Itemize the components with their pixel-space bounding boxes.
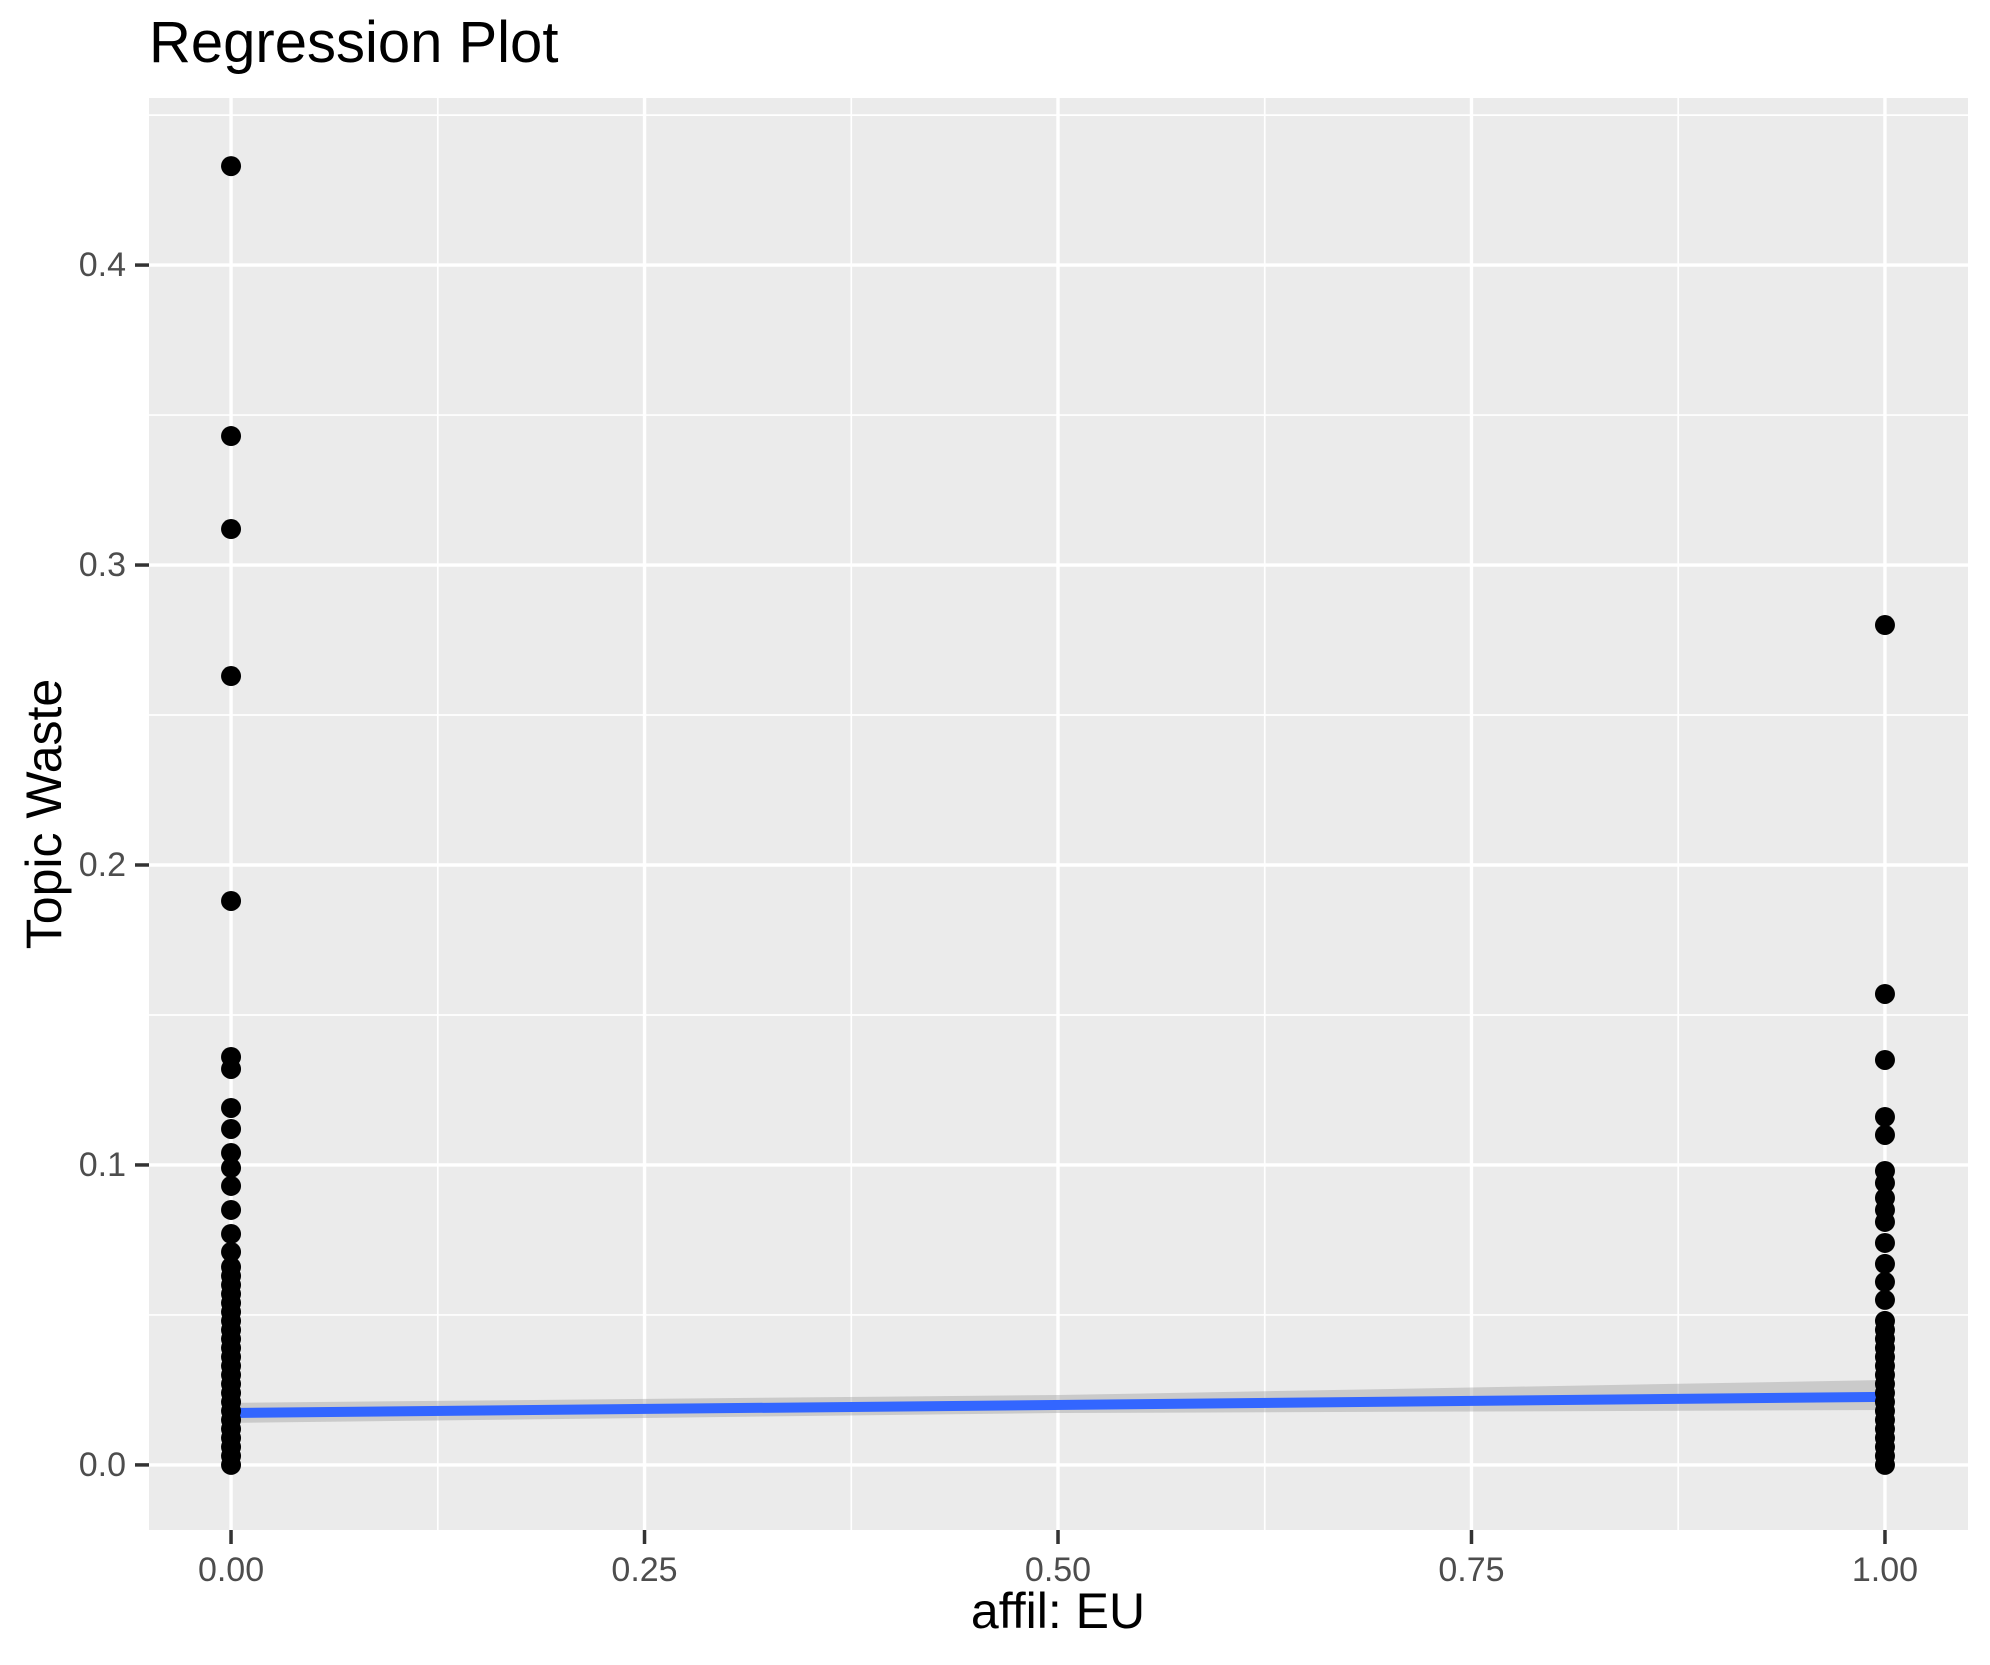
x-tick-label: 0.75 [1438,1551,1505,1589]
data-point [1874,983,1895,1004]
y-tick-label: 0.0 [78,1445,126,1484]
regression-line [230,1391,1886,1419]
data-point [221,519,242,540]
plot-title: Regression Plot [149,10,559,75]
data-point [221,1157,242,1178]
y-tick-label: 0.4 [78,246,126,285]
data-point [221,1241,242,1262]
data-point [221,1454,242,1475]
data-point [221,1175,242,1196]
data-point [1874,1049,1895,1070]
x-axis-title: affil: EU [970,1583,1146,1639]
data-point [221,1142,242,1163]
data-point [221,426,242,447]
data-point [221,1199,242,1220]
data-point [221,1223,242,1244]
data-point [1874,1271,1895,1292]
data-point [1874,1253,1895,1274]
y-tick-label: 0.2 [78,845,126,884]
data-point [1874,1232,1895,1253]
data-point [1874,1172,1895,1193]
data-point [221,1118,242,1139]
y-tick-label: 0.1 [78,1145,126,1184]
data-point [221,1058,242,1079]
data-point [1874,1124,1895,1145]
data-point [221,1097,242,1118]
y-tick-label: 0.3 [78,546,126,585]
data-point [221,156,242,177]
x-tick-label: 1.00 [1851,1551,1919,1589]
data-point [221,890,242,911]
y-axis-title: Topic Waste [16,678,72,950]
x-tick-label: 0.50 [1024,1551,1092,1589]
data-point [1874,615,1895,636]
data-point [1874,1106,1895,1127]
x-tick-label: 0.00 [197,1551,265,1589]
x-tick-label: 0.25 [611,1551,678,1589]
data-point [221,666,242,687]
data-point [1874,1211,1895,1232]
data-point [1874,1454,1895,1475]
data-point [1874,1289,1895,1310]
